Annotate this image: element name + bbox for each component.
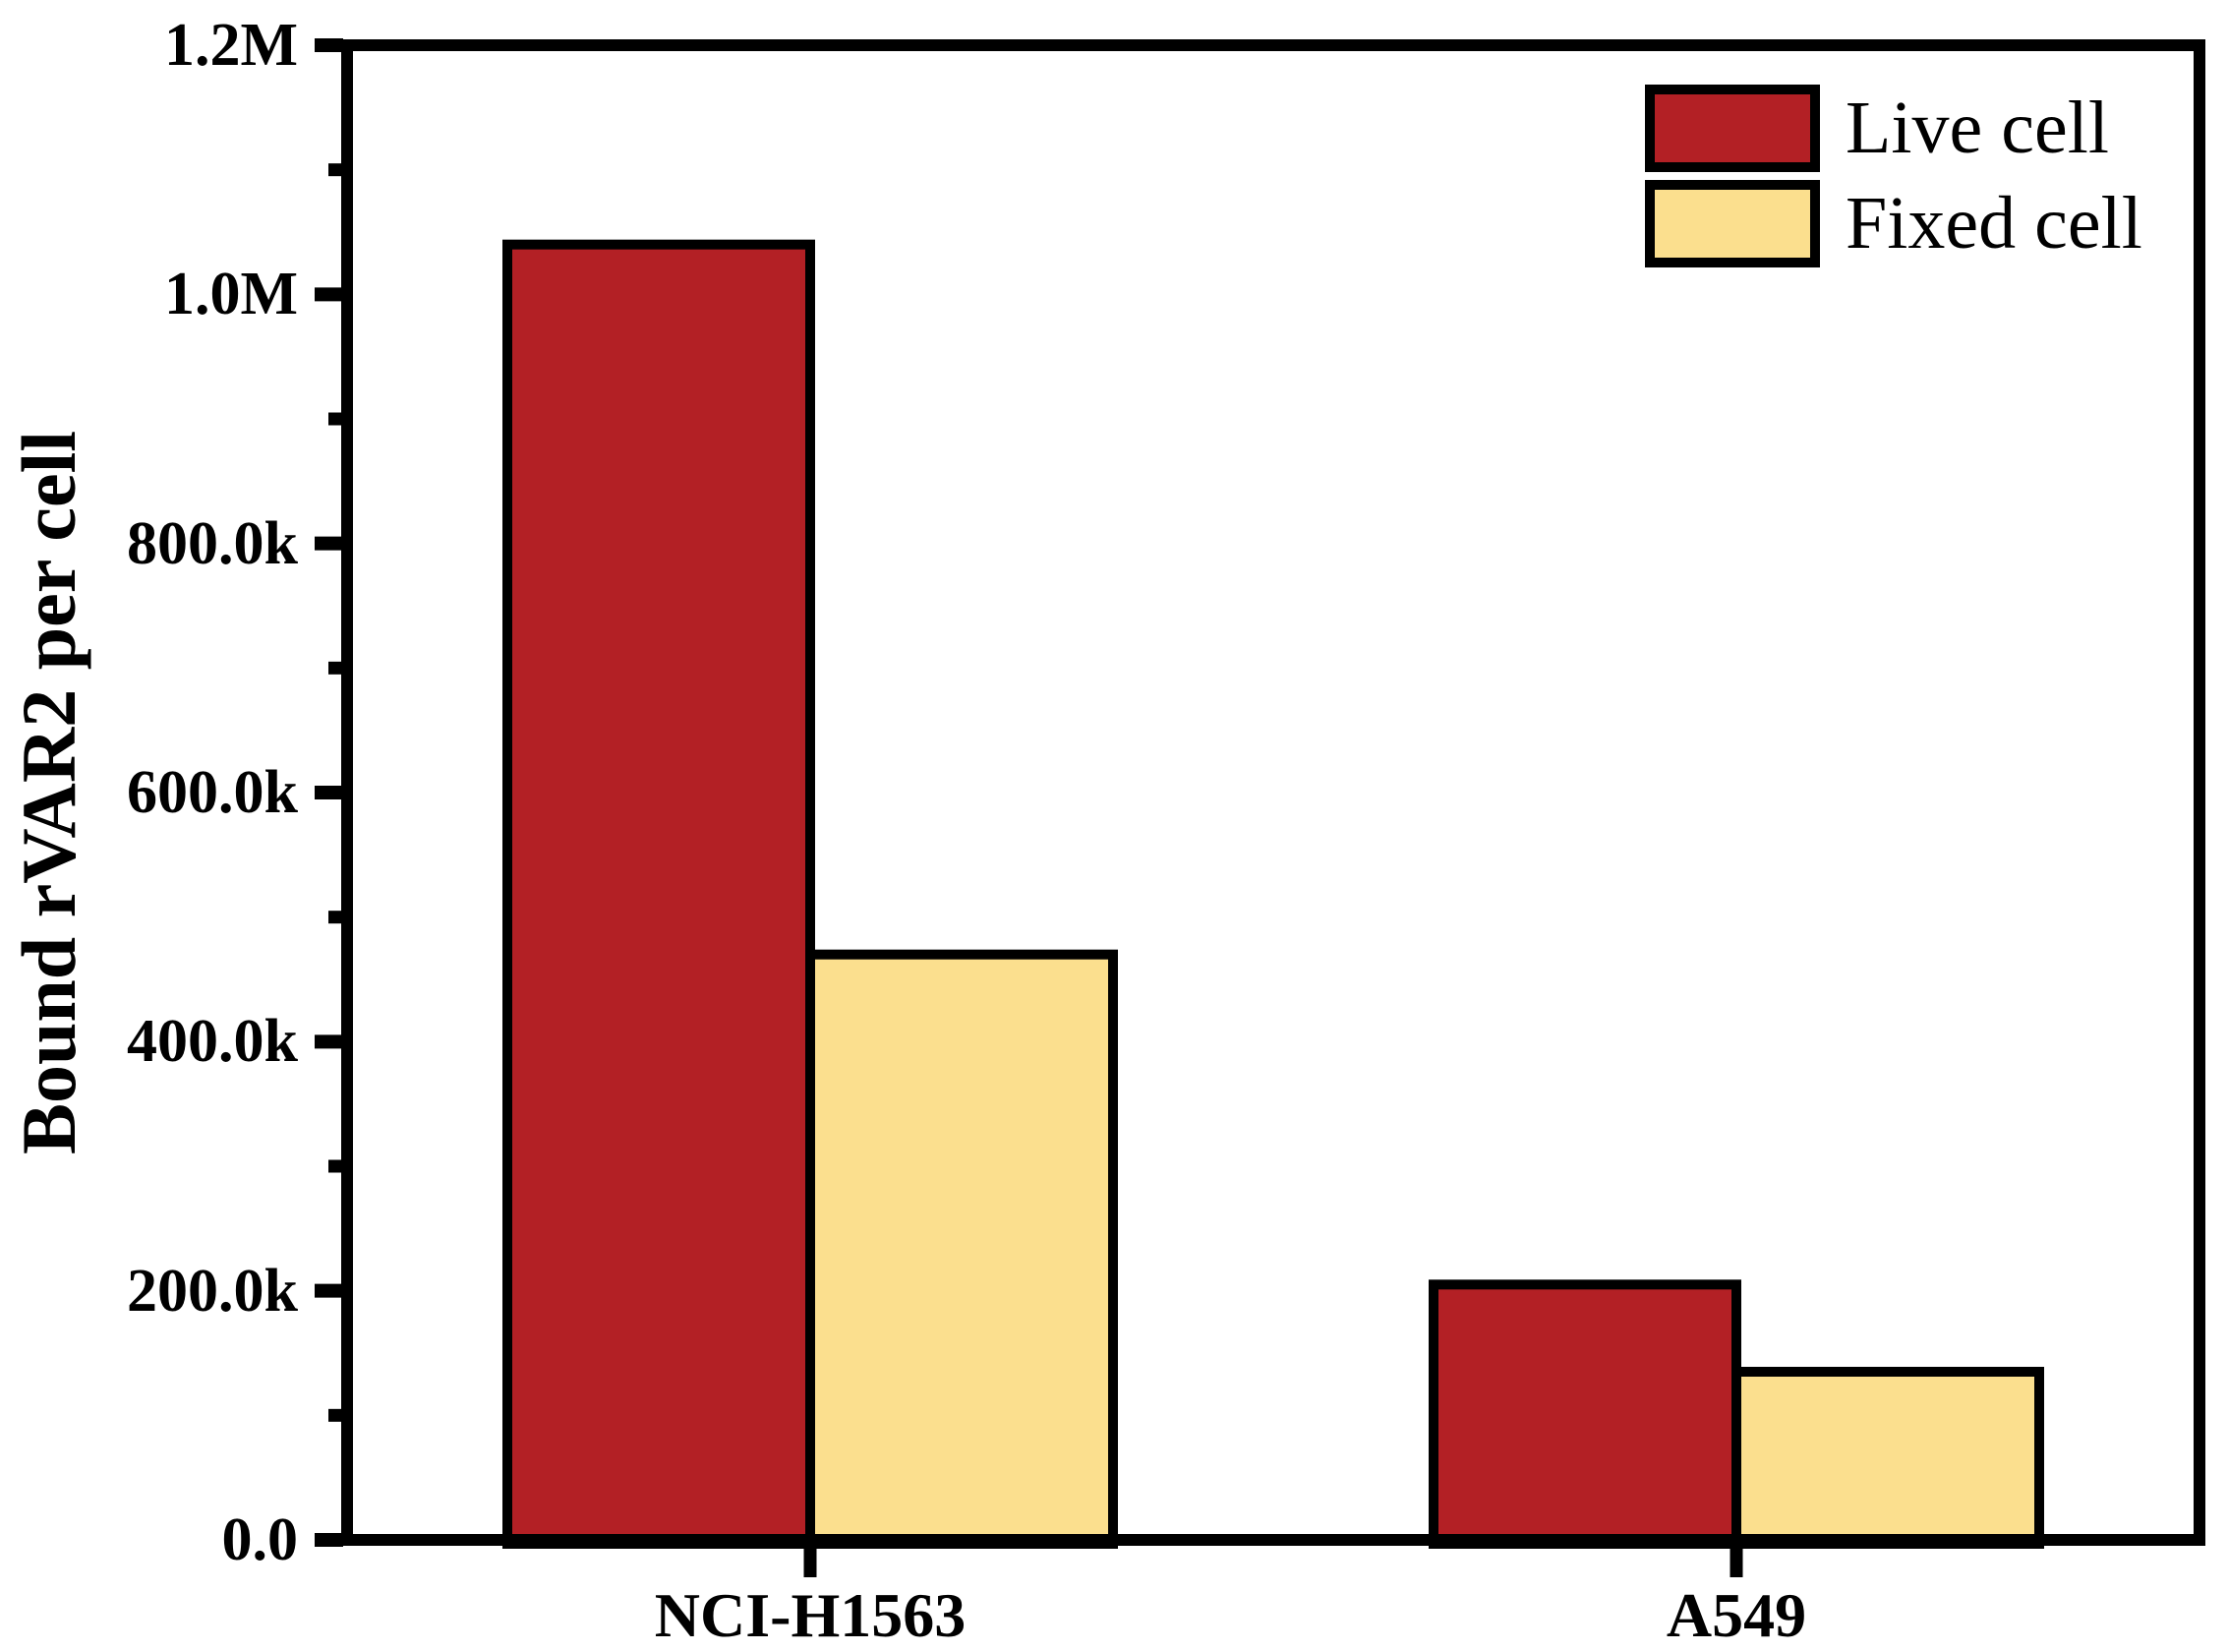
y-tick-label-0-0: 0.0 bbox=[221, 1506, 299, 1573]
bar-fixed-cell-a549 bbox=[1731, 1367, 2044, 1549]
legend-item-live-cell: Live cell bbox=[1645, 85, 2142, 172]
y-tick-label-600-0k: 600.0k bbox=[127, 759, 298, 826]
y-tick-label-400-0k: 400.0k bbox=[127, 1008, 298, 1076]
legend-item-fixed-cell: Fixed cell bbox=[1645, 180, 2142, 267]
legend-swatch-live-cell bbox=[1645, 85, 1820, 172]
x-category-label-a549: A549 bbox=[1666, 1580, 1807, 1650]
y-tick-label-1-2m: 1.2M bbox=[163, 12, 298, 79]
x-category-label-nci-h1563: NCI-H1563 bbox=[654, 1580, 967, 1650]
bar-fixed-cell-nci-h1563 bbox=[805, 949, 1118, 1549]
legend-label-live-cell: Live cell bbox=[1846, 87, 2109, 169]
plot-frame bbox=[341, 39, 2205, 1546]
legend-label-fixed-cell: Fixed cell bbox=[1846, 182, 2142, 265]
y-tick-label-800-0k: 800.0k bbox=[127, 509, 298, 577]
legend-swatch-fixed-cell bbox=[1645, 180, 1820, 267]
legend: Live cell Fixed cell bbox=[1645, 85, 2142, 275]
bar-live-cell-a549 bbox=[1429, 1279, 1741, 1550]
y-tick-label-1-0m: 1.0M bbox=[163, 261, 298, 328]
y-tick-label-200-0k: 200.0k bbox=[127, 1257, 298, 1325]
bar-live-cell-nci-h1563 bbox=[502, 239, 815, 1550]
